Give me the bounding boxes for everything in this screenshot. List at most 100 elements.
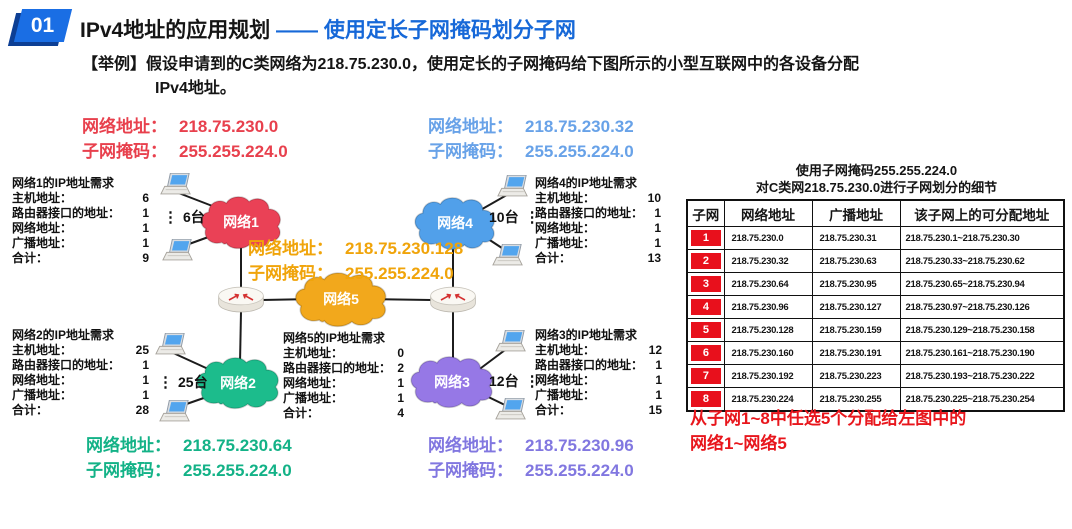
network-address-value: 218.75.230.64	[183, 436, 292, 455]
laptop-icon	[495, 397, 527, 426]
subnet-row: 1 218.75.230.0 218.75.230.31 218.75.230.1~2…	[686, 226, 1065, 250]
example-line-1: 【举例】假设申请到的C类网络为218.75.230.0，使用定长的子网掩码给下图…	[82, 56, 859, 73]
host-count-label: 10台	[489, 209, 519, 225]
requirement-value: 1	[654, 236, 661, 250]
cloud-label: 网络1	[223, 214, 259, 230]
network-address-cell: 218.75.230.0	[723, 226, 813, 250]
requirement-row: 路由器接口的地址： 1	[12, 358, 149, 373]
subnet-row: 3 218.75.230.64 218.75.230.95 218.75.230.65…	[686, 272, 1065, 296]
requirement-row: 合计： 9	[12, 251, 149, 266]
requirement-title: 网络5的IP地址需求	[283, 331, 386, 345]
assignable-range-cell: 218.75.230.193~218.75.230.222	[899, 364, 1065, 388]
requirement-label: 广播地址：	[283, 391, 344, 405]
subnet-mask-value: 255.255.224.0	[525, 461, 634, 480]
requirement-label: 路由器接口的地址：	[535, 206, 644, 220]
subnet-number: 3	[691, 276, 721, 292]
subnet-mask-line: 子网掩码： 255.255.224.0	[428, 458, 634, 483]
broadcast-address-cell: 218.75.230.159	[811, 318, 901, 342]
requirement-value: 28	[135, 403, 149, 417]
requirement-label: 广播地址：	[535, 388, 596, 402]
requirement-row: 路由器接口的地址： 2	[283, 361, 404, 376]
requirement-label: 广播地址：	[535, 236, 596, 250]
header-subnet: 子网	[686, 199, 725, 227]
address-label-net3: 网络地址： 218.75.230.96 子网掩码： 255.255.224.0	[428, 433, 634, 483]
assignment-note-line-1: 从子网1~8中任选5个分配给左图中的	[690, 409, 967, 428]
header-broadcast-address: 广播地址	[811, 199, 901, 227]
requirement-row: 网络地址： 1	[535, 221, 661, 236]
requirement-label: 合计：	[535, 403, 572, 417]
network-address-label: 网络地址：	[82, 117, 167, 136]
more-hosts-dots: ⋮	[158, 374, 173, 391]
requirement-value: 0	[397, 346, 404, 360]
network-address-cell: 218.75.230.96	[723, 295, 813, 319]
requirement-row: 主机地址： 0	[283, 346, 404, 361]
requirement-value: 1	[142, 221, 149, 235]
subnet-row: 7 218.75.230.192 218.75.230.223 218.75.230.…	[686, 364, 1065, 388]
broadcast-address-cell: 218.75.230.63	[811, 249, 901, 273]
host-count-label: 25台	[178, 374, 208, 390]
subnet-number: 6	[691, 345, 721, 361]
requirement-row: 主机地址： 6	[12, 191, 149, 206]
requirement-value: 1	[142, 206, 149, 220]
requirement-label: 广播地址：	[12, 388, 73, 402]
router-icon	[429, 285, 477, 315]
requirement-row: 主机地址： 12	[535, 343, 662, 358]
requirement-label: 主机地址：	[12, 191, 73, 205]
requirement-label: 主机地址：	[12, 343, 73, 357]
cloud-net4: 网络4	[411, 195, 499, 251]
subnet-mask-label: 子网掩码：	[428, 461, 513, 480]
requirement-value: 13	[647, 251, 661, 265]
requirement-row: 网络地址： 1	[12, 221, 149, 236]
requirement-title: 网络3的IP地址需求	[535, 328, 638, 342]
address-label-net2: 网络地址： 218.75.230.64 子网掩码： 255.255.224.0	[86, 433, 292, 483]
requirement-label: 网络地址：	[283, 376, 344, 390]
subnet-mask-line: 子网掩码： 255.255.224.0	[86, 458, 292, 483]
requirement-label: 网络地址：	[12, 373, 73, 387]
assignment-note-line-2: 网络1~网络5	[690, 434, 787, 453]
network-address-line: 网络地址： 218.75.230.96	[428, 433, 634, 458]
subnet-mask-line: 子网掩码： 255.255.224.0	[248, 261, 463, 286]
requirement-row: 主机地址： 25	[12, 343, 149, 358]
network-address-cell: 218.75.230.192	[723, 364, 813, 388]
subnet-table: 子网 网络地址 广播地址 该子网上的可分配地址 1 218.75.230.0 218…	[686, 199, 1065, 412]
requirement-row: 广播地址： 1	[535, 236, 661, 251]
requirement-label: 路由器接口的地址：	[12, 358, 121, 372]
requirement-label: 合计：	[12, 403, 49, 417]
requirement-value: 9	[142, 251, 149, 265]
cloud-net5: 网络5	[291, 270, 391, 328]
subnet-number: 2	[691, 253, 721, 269]
address-label-net5: 网络地址： 218.75.230.128 子网掩码： 255.255.224.0	[248, 236, 463, 286]
requirement-value: 1	[654, 206, 661, 220]
network-address-label: 网络地址：	[86, 436, 171, 455]
subnet-mask-line: 子网掩码： 255.255.224.0	[82, 139, 288, 164]
subnet-mask-label: 子网掩码：	[428, 142, 513, 161]
requirement-row: 广播地址： 1	[535, 388, 662, 403]
requirement-value: 2	[397, 361, 404, 375]
subnet-row: 5 218.75.230.128 218.75.230.159 218.75.230.…	[686, 318, 1065, 342]
subnet-mask-label: 子网掩码：	[86, 461, 171, 480]
more-hosts-dots: ⋮	[524, 373, 540, 390]
requirements-net2: 网络2的IP地址需求 主机地址： 25 路由器接口的地址： 1 网络地址： 1 广播地址： 1 合…	[12, 328, 149, 418]
assignable-range-cell: 218.75.230.65~218.75.230.94	[899, 272, 1065, 296]
requirements-net1: 网络1的IP地址需求 主机地址： 6 路由器接口的地址： 1 网络地址： 1 广播地址： 1 合计…	[12, 176, 149, 266]
host-count-net1: ⋮ 6台	[163, 207, 205, 227]
requirement-label: 路由器接口的地址：	[283, 361, 392, 375]
assignable-range-cell: 218.75.230.225~218.75.230.254	[899, 387, 1065, 412]
requirement-row: 合计： 28	[12, 403, 149, 418]
assignable-range-cell: 218.75.230.161~218.75.230.190	[899, 341, 1065, 365]
network-address-value: 218.75.230.0	[179, 117, 279, 136]
requirement-value: 1	[654, 221, 661, 235]
host-count-label: 6台	[183, 209, 205, 225]
header-assignable-range: 该子网上的可分配地址	[899, 199, 1065, 227]
requirement-value: 1	[142, 373, 149, 387]
laptop-icon	[495, 329, 527, 358]
subnet-number-cell: 2	[686, 249, 725, 273]
laptop-icon	[155, 332, 187, 361]
requirement-label: 网络地址：	[535, 373, 596, 387]
requirement-value: 1	[397, 376, 404, 390]
network-address-line: 网络地址： 218.75.230.128	[248, 236, 463, 261]
subnet-number-cell: 3	[686, 272, 725, 296]
subnet-number: 1	[691, 230, 721, 246]
